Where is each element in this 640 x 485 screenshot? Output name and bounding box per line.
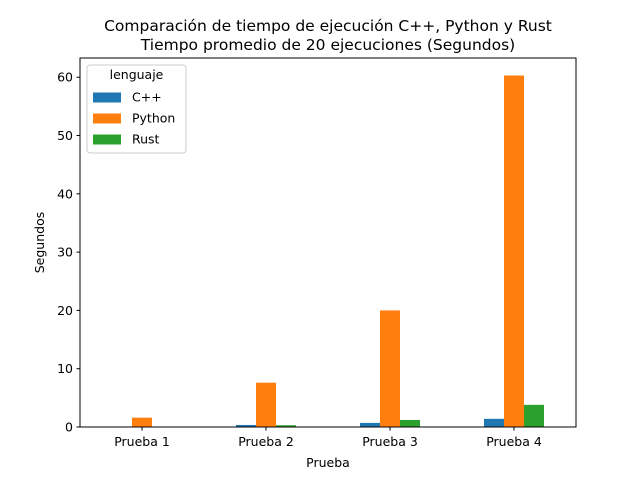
x-tick-label: Prueba 1 — [114, 434, 170, 449]
y-axis-label: Segundos — [32, 212, 47, 274]
x-tick-label: Prueba 3 — [362, 434, 418, 449]
legend-swatch-python — [93, 114, 121, 124]
bar-python-4 — [504, 75, 524, 427]
bar-c-3 — [360, 423, 380, 427]
y-tick-label: 60 — [57, 70, 73, 85]
legend-label-c: C++ — [132, 90, 162, 105]
legend-swatch-rust — [93, 135, 121, 145]
legend-label-python: Python — [132, 111, 175, 126]
y-tick-label: 30 — [57, 245, 73, 260]
y-tick-label: 20 — [57, 303, 73, 318]
x-tick-label: Prueba 4 — [486, 434, 542, 449]
x-axis-label: Prueba — [306, 455, 350, 470]
x-tick-label: Prueba 2 — [238, 434, 294, 449]
y-tick-label: 0 — [65, 420, 73, 435]
y-tick-label: 50 — [57, 128, 73, 143]
legend: lenguaje C++ Python Rust — [87, 65, 186, 153]
bar-python-3 — [380, 310, 400, 427]
y-tick-label: 10 — [57, 361, 73, 376]
y-tick-label: 40 — [57, 186, 73, 201]
chart-title: Comparación de tiempo de ejecución C++, … — [104, 17, 552, 35]
bar-rust-4 — [524, 405, 544, 427]
y-axis: 0 10 20 30 40 50 60 — [57, 70, 80, 435]
bar-c-4 — [484, 419, 504, 427]
bar-python-1 — [132, 418, 152, 427]
x-axis: Prueba 1 Prueba 2 Prueba 3 Prueba 4 — [114, 427, 542, 449]
legend-swatch-c — [93, 93, 121, 103]
legend-label-rust: Rust — [132, 132, 160, 147]
bar-rust-3 — [400, 420, 420, 427]
chart-subtitle: Tiempo promedio de 20 ejecuciones (Segun… — [140, 36, 515, 54]
legend-title: lenguaje — [110, 67, 164, 82]
bar-python-2 — [256, 383, 276, 427]
